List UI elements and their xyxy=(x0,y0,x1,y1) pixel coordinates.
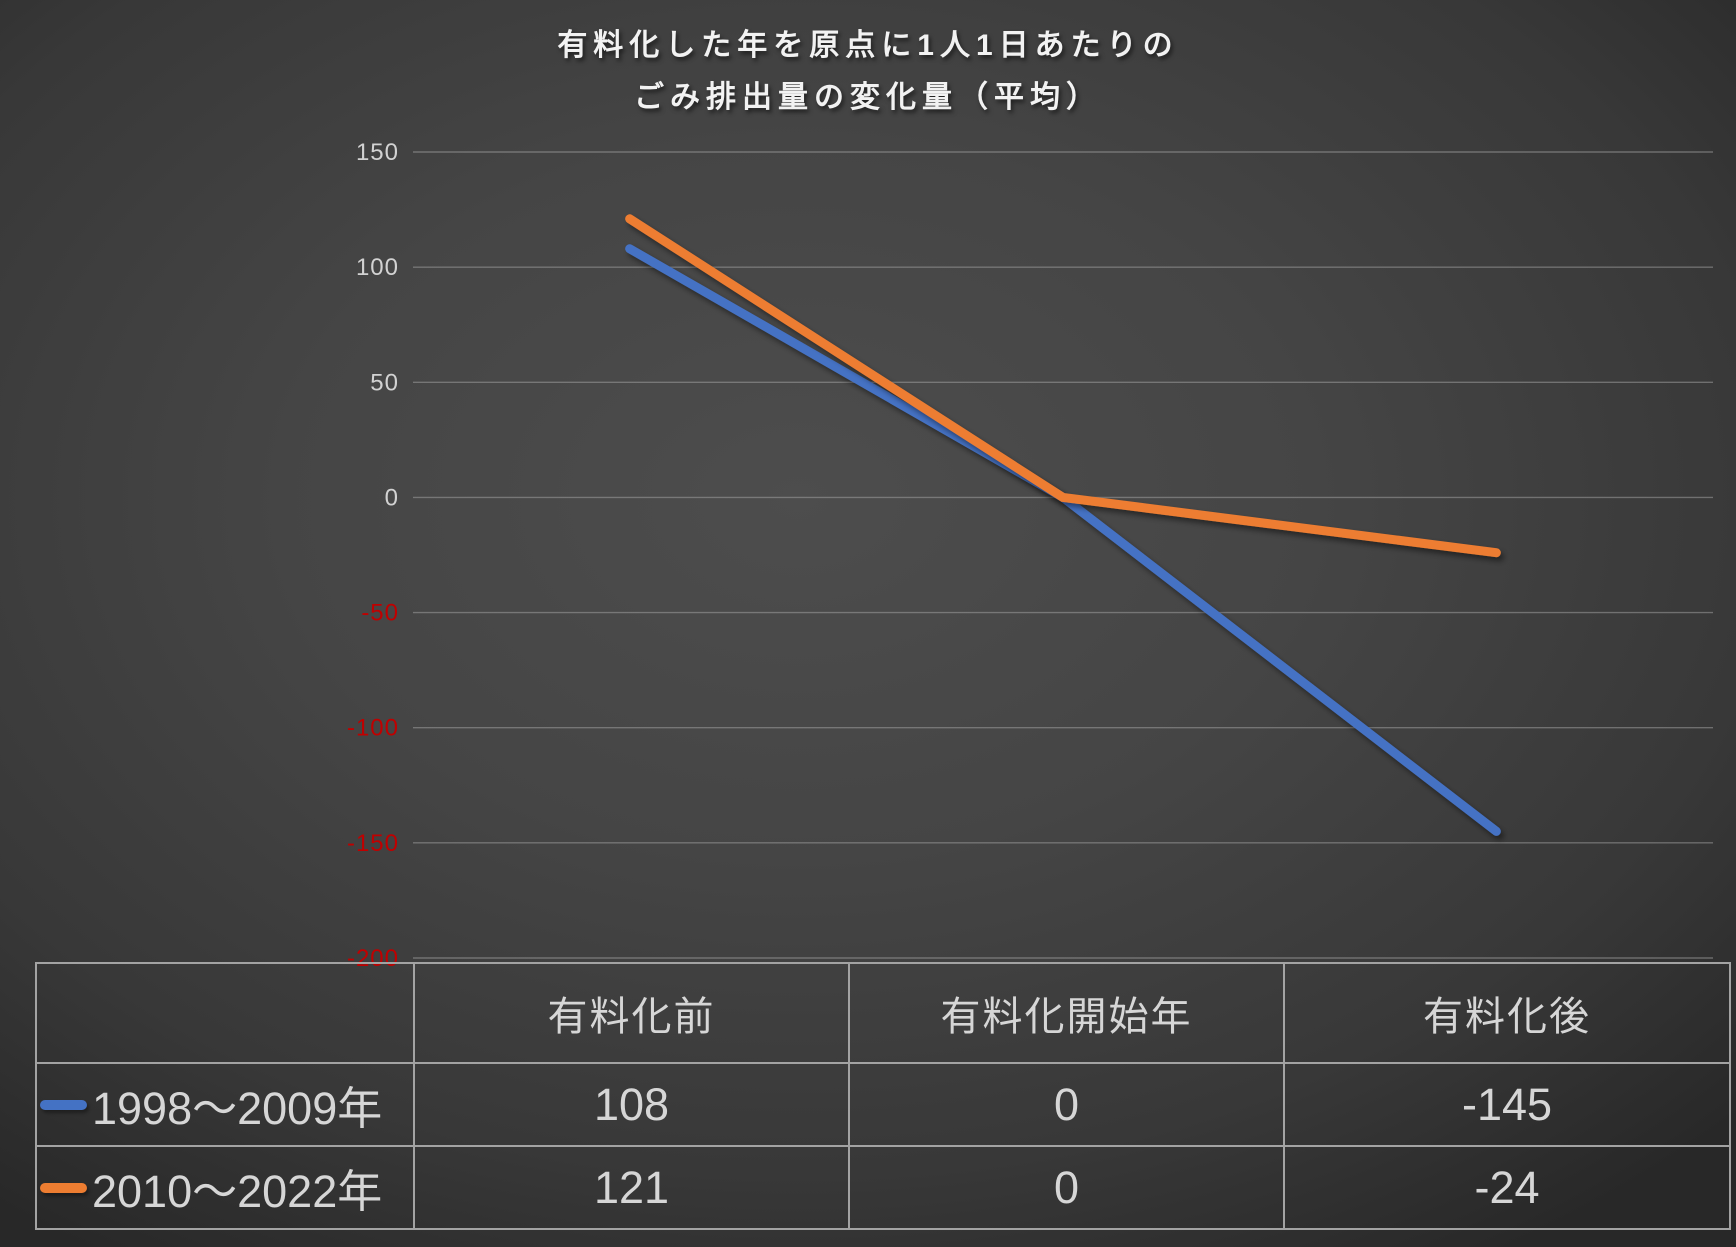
table-row: 2010～2022年 121 0 -24 xyxy=(35,1145,1731,1230)
y-axis-tick-label: -50 xyxy=(361,600,399,627)
data-table-header-row: 有料化前 有料化開始年 有料化後 xyxy=(35,962,1731,1064)
chart-title-line-1: 有料化した年を原点に1人1日あたりの xyxy=(557,29,1179,62)
series-lines-layer xyxy=(625,214,1501,836)
legend-key-icon xyxy=(40,1182,87,1193)
table-header-cell: 有料化後 xyxy=(1283,962,1731,1064)
table-value-cell: -145 xyxy=(1283,1062,1731,1147)
table-row: 1998～2009年 108 0 -145 xyxy=(35,1062,1731,1147)
series-line-2010～2022年 xyxy=(625,214,1501,558)
series-name-cell: 1998～2009年 xyxy=(35,1062,415,1147)
table-value-cell: 0 xyxy=(848,1062,1285,1147)
table-header-cell: 有料化開始年 xyxy=(848,962,1285,1064)
series-name-label: 2010～2022年 xyxy=(92,1166,383,1217)
y-axis-tick-label: -100 xyxy=(347,715,399,742)
table-value-cell: 121 xyxy=(413,1145,850,1230)
y-axis-tick-label: 150 xyxy=(356,139,399,166)
legend-key-icon xyxy=(40,1099,87,1110)
gridlines-layer xyxy=(413,151,1713,959)
chart-title: 有料化した年を原点に1人1日あたりの ごみ排出量の変化量（平均） xyxy=(0,20,1736,124)
table-value-cell: -24 xyxy=(1283,1145,1731,1230)
chart-title-line-2: ごみ排出量の変化量（平均） xyxy=(634,81,1102,114)
y-axis-tick-label: 100 xyxy=(356,254,399,281)
table-value-cell: 0 xyxy=(848,1145,1285,1230)
series-name-label: 1998～2009年 xyxy=(92,1083,383,1134)
table-value-cell: 108 xyxy=(413,1062,850,1147)
y-axis-tick-label: -150 xyxy=(347,830,399,857)
data-table: 有料化前 有料化開始年 有料化後 1998～2009年 108 0 -145 2010～20… xyxy=(35,962,1731,1230)
table-header-cell: 有料化前 xyxy=(413,962,850,1064)
y-axis-tick-label: 0 xyxy=(385,484,399,511)
y-axis-tick-label: 50 xyxy=(370,369,399,396)
series-name-cell: 2010～2022年 xyxy=(35,1145,415,1230)
table-corner-cell xyxy=(35,962,415,1064)
